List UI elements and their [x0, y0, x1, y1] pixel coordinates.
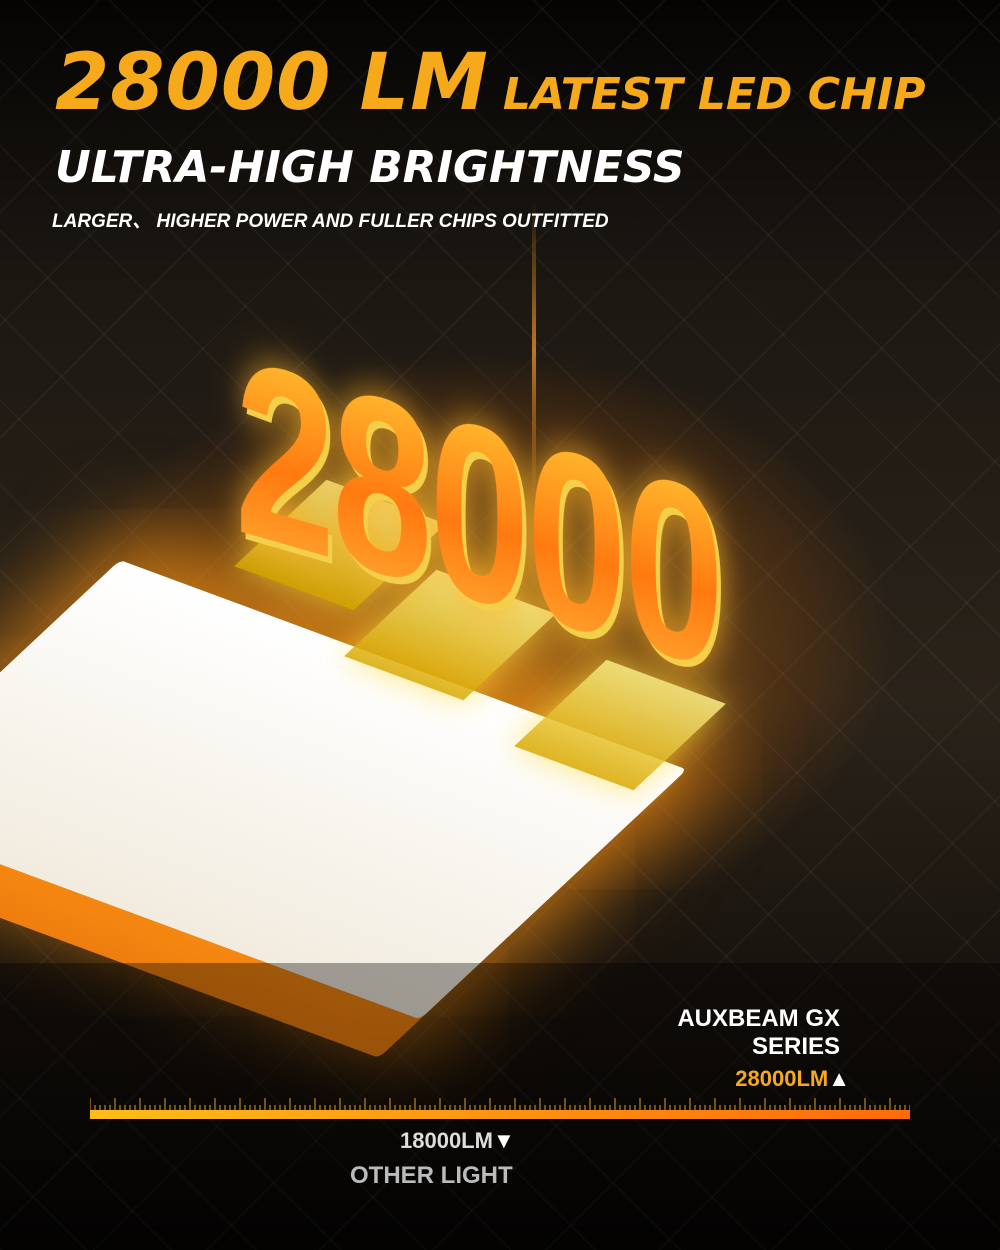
other-label: OTHER LIGHT	[350, 1162, 513, 1189]
other-value: 18000LM	[400, 1128, 493, 1153]
triangle-down-icon: ▼	[492, 1128, 515, 1153]
other-lumens: 18000LM▼	[400, 1128, 515, 1154]
description: LARGER、 HIGHER POWER AND FULLER CHIPS OU…	[52, 211, 609, 232]
headline: 28000 LM LATEST LED CHIP	[55, 38, 925, 128]
headline-lumens: 28000 LM	[55, 38, 489, 128]
product-label: AUXBEAM GX SERIES	[677, 1005, 840, 1061]
product-line1: AUXBEAM GX	[677, 1005, 840, 1032]
product-lumens: 28000LM▲	[735, 1066, 850, 1092]
scale-bar	[90, 1110, 910, 1119]
subtitle: ULTRA-HIGH BRIGHTNESS	[55, 142, 685, 193]
light-beam	[532, 200, 536, 500]
headline-tagline: LATEST LED CHIP	[502, 69, 926, 120]
product-line2: SERIES	[751, 1033, 840, 1060]
triangle-up-icon: ▲	[828, 1066, 850, 1091]
product-value: 28000LM	[735, 1066, 829, 1091]
